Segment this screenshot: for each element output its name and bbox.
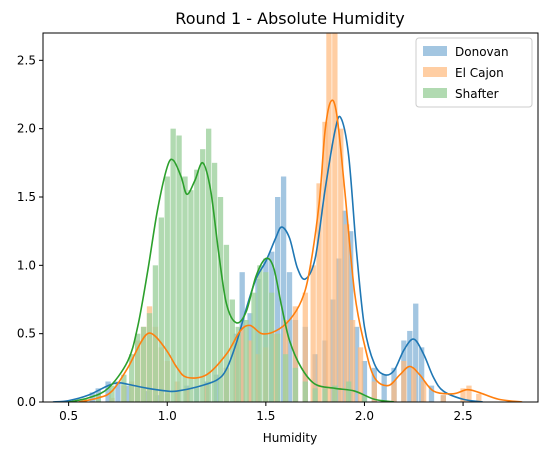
- y-tick-label: 1.0: [17, 258, 36, 272]
- hist-bar: [217, 197, 224, 402]
- hist-bar: [170, 128, 176, 402]
- hist-bar: [466, 385, 472, 402]
- legend-label: El Cajon: [455, 66, 504, 80]
- hist-bar: [125, 385, 131, 402]
- y-axis: 0.0 0.5 1.0 1.5 2.0 2.5: [17, 53, 43, 409]
- chart-title: Round 1 - Absolute Humidity: [175, 9, 404, 28]
- hist-bar: [413, 303, 419, 402]
- legend: Donovan El Cajon Shafter: [415, 37, 533, 108]
- hist-bar: [239, 326, 245, 402]
- hist-bar: [332, 33, 338, 402]
- hist-bar: [476, 393, 482, 402]
- legend-swatch: [423, 88, 447, 98]
- y-tick-label: 0.5: [17, 327, 36, 341]
- hist-bar: [115, 381, 121, 402]
- legend-swatch: [423, 67, 447, 77]
- hist-bar: [121, 374, 127, 402]
- hist-bar: [109, 385, 115, 402]
- x-axis-label: Humidity: [263, 431, 317, 445]
- hist-bar: [322, 121, 328, 402]
- hist-bar: [428, 385, 435, 402]
- hist-bar: [164, 176, 170, 402]
- y-tick-label: 2.5: [17, 53, 36, 67]
- y-tick-label: 1.5: [17, 190, 36, 204]
- plot-frame: [42, 32, 539, 403]
- hist-bar: [140, 326, 147, 402]
- hist-bar: [322, 388, 328, 402]
- hist-bar: [194, 169, 200, 402]
- hist-bar: [280, 176, 287, 402]
- hist-bar: [251, 292, 257, 402]
- hist-bar: [206, 128, 212, 402]
- x-tick-label: 2.5: [454, 409, 473, 423]
- hist-bar: [361, 361, 368, 402]
- hist-bar: [460, 388, 466, 402]
- kde-curves: [52, 99, 523, 402]
- hist-bar: [229, 299, 235, 402]
- hist-bar: [263, 272, 269, 402]
- hist-bar: [440, 395, 446, 402]
- hist-bar: [158, 217, 164, 402]
- hist-bar: [235, 326, 241, 402]
- x-axis: 0.5 1.0 1.5 2.0 2.5: [59, 402, 473, 423]
- hist-bar: [302, 292, 308, 402]
- hist-bar: [135, 333, 141, 402]
- kde-line-0: [52, 115, 483, 402]
- hist-bar: [211, 162, 218, 402]
- hist-bar: [346, 381, 352, 402]
- hist-bar: [176, 135, 182, 402]
- hist-bar: [275, 197, 281, 402]
- hist-bar: [347, 231, 354, 402]
- hist-bar: [286, 272, 293, 402]
- hist-bar: [316, 183, 322, 402]
- x-tick-label: 2.0: [355, 409, 374, 423]
- x-tick-label: 0.5: [59, 409, 78, 423]
- hist-bar: [361, 395, 368, 402]
- hist-bar: [353, 326, 360, 402]
- hist-bar: [292, 306, 299, 402]
- hist-bar: [243, 320, 249, 402]
- hist-bar: [188, 190, 194, 402]
- hist-bar: [129, 354, 135, 402]
- hist-bar: [338, 128, 344, 402]
- hist-bar: [401, 361, 407, 402]
- hist-bar: [332, 385, 338, 402]
- legend-swatch: [423, 46, 447, 56]
- hist-bar: [326, 33, 332, 402]
- hist-bar: [310, 265, 316, 402]
- hist-bar: [223, 244, 230, 402]
- hist-bar: [200, 149, 206, 402]
- hist-bar: [182, 176, 188, 402]
- hist-bar: [275, 333, 281, 402]
- hist-bar: [105, 381, 111, 402]
- x-tick-label: 1.0: [158, 409, 177, 423]
- legend-label: Donovan: [455, 45, 509, 59]
- hist-bar: [292, 367, 299, 402]
- kde-line-1: [78, 99, 523, 402]
- hist-bar: [302, 381, 308, 402]
- hist-bar: [269, 292, 275, 402]
- hist-bar: [420, 381, 427, 402]
- series-bars-2: [81, 128, 368, 402]
- y-tick-label: 0.0: [17, 395, 36, 409]
- hist-bar: [282, 354, 289, 402]
- x-tick-label: 1.5: [256, 409, 275, 423]
- hist-bar: [247, 340, 253, 402]
- hist-bar: [381, 374, 387, 402]
- kde-line-2: [68, 158, 395, 402]
- hist-bar: [146, 313, 153, 402]
- hist-bar: [312, 388, 318, 402]
- hist-bar: [344, 224, 350, 402]
- hist-bar: [349, 320, 356, 402]
- y-tick-label: 2.0: [17, 122, 36, 136]
- legend-label: Shafter: [455, 87, 499, 101]
- hist-bar: [411, 367, 417, 402]
- hist-bar: [418, 347, 425, 402]
- hist-bar: [357, 347, 364, 402]
- hist-bar: [152, 265, 159, 402]
- hist-bar: [371, 381, 377, 402]
- hist-bar: [391, 381, 397, 402]
